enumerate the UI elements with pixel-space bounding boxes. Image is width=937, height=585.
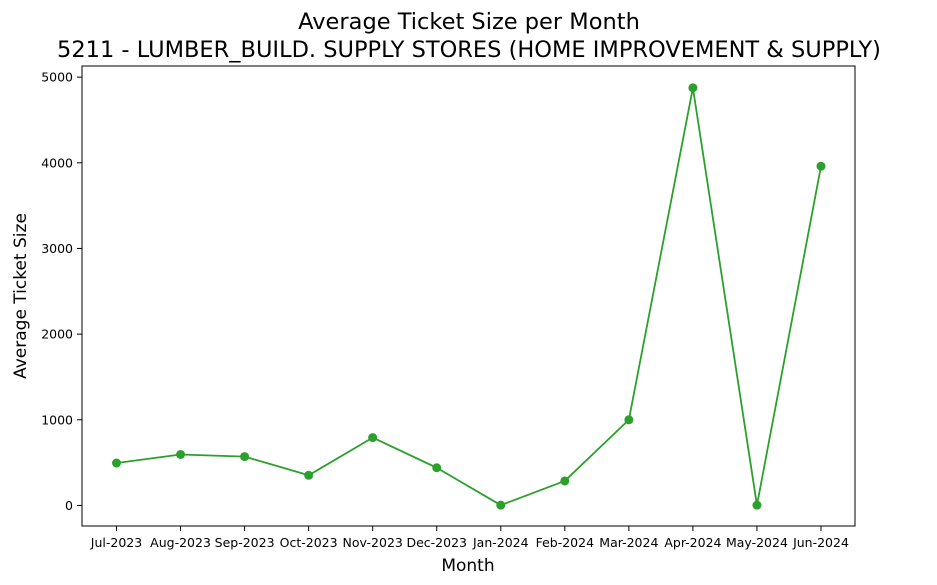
chart-subtitle: 5211 - LUMBER_BUILD. SUPPLY STORES (HOME… (57, 37, 881, 63)
data-point (752, 500, 762, 510)
data-point (432, 463, 442, 473)
plot-area (81, 65, 856, 527)
data-point (496, 500, 506, 510)
x-tick-label: Oct-2023 (280, 535, 338, 550)
data-point (624, 415, 634, 425)
data-point (688, 83, 698, 93)
data-point (304, 470, 314, 480)
x-axis-label: Month (441, 556, 494, 576)
x-tick-label: Apr-2024 (664, 535, 721, 550)
x-tick-label: Mar-2024 (599, 535, 658, 550)
x-tick-label: Aug-2023 (150, 535, 211, 550)
x-tick-label: Nov-2023 (342, 535, 402, 550)
x-tick-label: Feb-2024 (536, 535, 595, 550)
data-point (176, 449, 186, 459)
x-tick-label: Jun-2024 (792, 535, 849, 550)
y-axis-label: Average Ticket Size (11, 213, 31, 379)
y-tick-label: 1000 (41, 412, 73, 427)
x-tick-label: Jul-2023 (90, 535, 142, 550)
series-group (112, 83, 826, 510)
y-tick-label: 3000 (41, 241, 73, 256)
chart-title: Average Ticket Size per Month (298, 9, 640, 35)
y-tick-label: 2000 (41, 327, 73, 342)
y-tick-label: 5000 (41, 70, 73, 85)
y-tick-label: 0 (65, 498, 73, 513)
x-tick-label: May-2024 (726, 535, 788, 550)
x-axis: Jul-2023 Aug-2023 Sep-2023 Oct-2023 Nov-2023… (90, 526, 849, 550)
data-point (560, 476, 570, 486)
x-tick-label: Sep-2023 (215, 535, 275, 550)
data-point (112, 458, 121, 468)
data-point (816, 161, 826, 171)
data-point (368, 433, 378, 443)
x-tick-label: Dec-2023 (406, 535, 467, 550)
series-line (116, 86, 822, 507)
data-point (240, 452, 250, 462)
y-tick-label: 4000 (41, 155, 73, 170)
y-axis: 0 1000 2000 3000 4000 5000 (41, 70, 82, 513)
x-tick-label: Jan-2024 (472, 535, 529, 550)
